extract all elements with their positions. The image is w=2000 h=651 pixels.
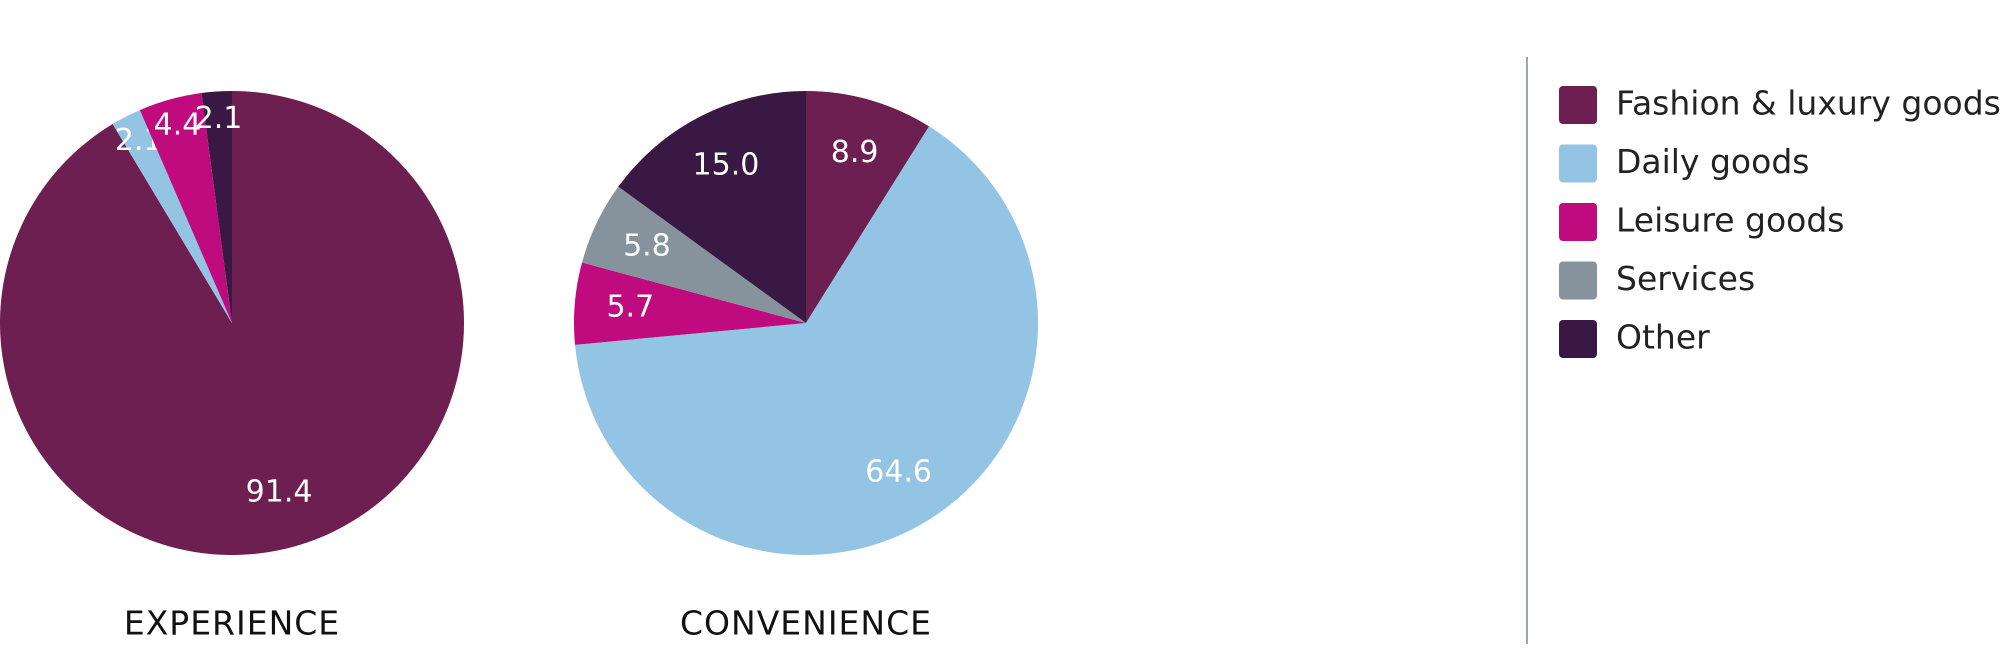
pie-slice	[0, 91, 464, 555]
legend-label: Daily goods	[1616, 142, 1809, 181]
pie-title: CONVENIENCE	[680, 604, 932, 643]
legend-label: Other	[1616, 318, 1710, 357]
pie-slice	[112, 110, 232, 323]
slice-label: 5.8	[623, 228, 671, 263]
slice-label: 4.4	[154, 108, 202, 143]
slice-label: 91.4	[246, 474, 313, 509]
pie-slice	[575, 126, 1038, 556]
slice-label: 5.7	[606, 290, 654, 325]
legend-swatch	[1559, 86, 1597, 124]
legend-swatch	[1559, 320, 1597, 358]
slice-label: 64.6	[865, 455, 932, 490]
slice-label: 8.9	[831, 135, 879, 170]
pie-slice	[139, 93, 232, 323]
legend-swatch	[1559, 261, 1597, 300]
pie-title: EXPERIENCE	[124, 604, 340, 643]
legend-label: Leisure goods	[1616, 201, 1845, 240]
legend-label: Fashion & luxury goods	[1616, 84, 2000, 123]
pie-slice	[574, 262, 806, 345]
pie-slice	[806, 91, 930, 323]
slice-label: 15.0	[693, 147, 760, 182]
pie-slice	[201, 91, 232, 323]
pie-slice	[582, 186, 806, 323]
pie-slice	[618, 90, 806, 323]
legend-swatch	[1559, 203, 1597, 241]
slice-label: 2.1	[195, 101, 243, 136]
legend-swatch	[1559, 144, 1597, 183]
legend-label: Services	[1616, 259, 1755, 298]
